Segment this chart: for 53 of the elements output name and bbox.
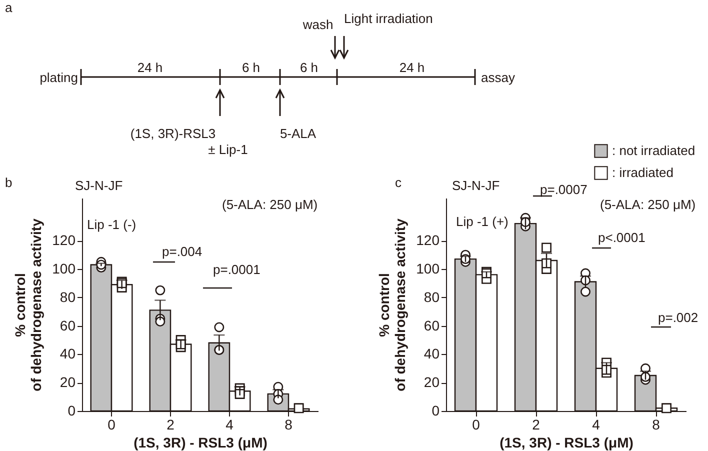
text: p=.0007 (540, 182, 588, 197)
text: wash (302, 17, 334, 32)
annotation: p=.004 (162, 244, 202, 259)
text: SJ-N-JF (75, 178, 123, 193)
text: 5-ALA (280, 126, 316, 141)
y-tick-label: 60 (424, 317, 440, 334)
text: c (395, 175, 402, 190)
annotation: Lip -1 (+) (456, 214, 508, 229)
text: a (5, 0, 13, 15)
x-tick-label: 4 (226, 416, 234, 432)
text: SJ-N-JF (452, 178, 500, 193)
text: (1S, 3R)-RSL3 (130, 126, 216, 141)
y-tick-label: 120 (416, 232, 440, 248)
x-tick-label: 8 (652, 416, 660, 432)
y-tick-label: 40 (424, 346, 440, 362)
text: 6 h (300, 60, 318, 75)
y-tick-label: 60 (60, 317, 76, 334)
x-tick-label: 2 (166, 416, 175, 432)
y-axis-title: % control of dehydrogenase activity (12, 218, 44, 392)
annotation: (5-ALA: 250 μM) (600, 197, 696, 212)
text: assay (481, 70, 516, 85)
x-axis-title: (1S, 3R) - RSL3 (μM) (500, 434, 634, 450)
text: plating (40, 70, 78, 85)
text: b (5, 175, 12, 190)
annotation: Lip -1 (-) (87, 217, 136, 232)
annotation: p=.0001 (213, 262, 260, 277)
x-tick-label: 0 (108, 416, 116, 432)
x-tick-label: 4 (592, 416, 600, 432)
y-axis-title: % control of dehydrogenase activity (376, 218, 408, 392)
legend-label: : not irradiated (612, 143, 696, 158)
y-tick-label: 0 (432, 402, 440, 418)
y-tick-label: 100 (52, 260, 76, 276)
text: 24 h (137, 60, 163, 75)
y-tick-label: 100 (416, 260, 440, 276)
text: 6 h (242, 60, 260, 75)
y-tick-label: 80 (424, 288, 440, 305)
annotation: p=.002 (658, 310, 698, 325)
x-tick-label: 8 (284, 416, 293, 432)
annotation: (5-ALA: 250 μM) (222, 197, 318, 212)
annotation: p<.0001 (598, 230, 646, 245)
text: 24 h (399, 60, 425, 75)
y-tick-label: 20 (60, 374, 76, 390)
y-tick-label: 120 (52, 232, 76, 248)
x-tick-label: 0 (472, 416, 480, 432)
legend-label: : irradiated (612, 165, 674, 180)
y-tick-label: 20 (424, 374, 440, 390)
x-axis-title: (1S, 3R) - RSL3 (μM) (134, 434, 268, 450)
text: Light irradiation (344, 11, 433, 26)
y-tick-label: 0 (68, 402, 76, 418)
text: ± Lip-1 (208, 142, 248, 157)
y-tick-label: 80 (60, 288, 76, 305)
x-tick-label: 2 (532, 416, 540, 432)
y-tick-label: 40 (60, 346, 76, 362)
